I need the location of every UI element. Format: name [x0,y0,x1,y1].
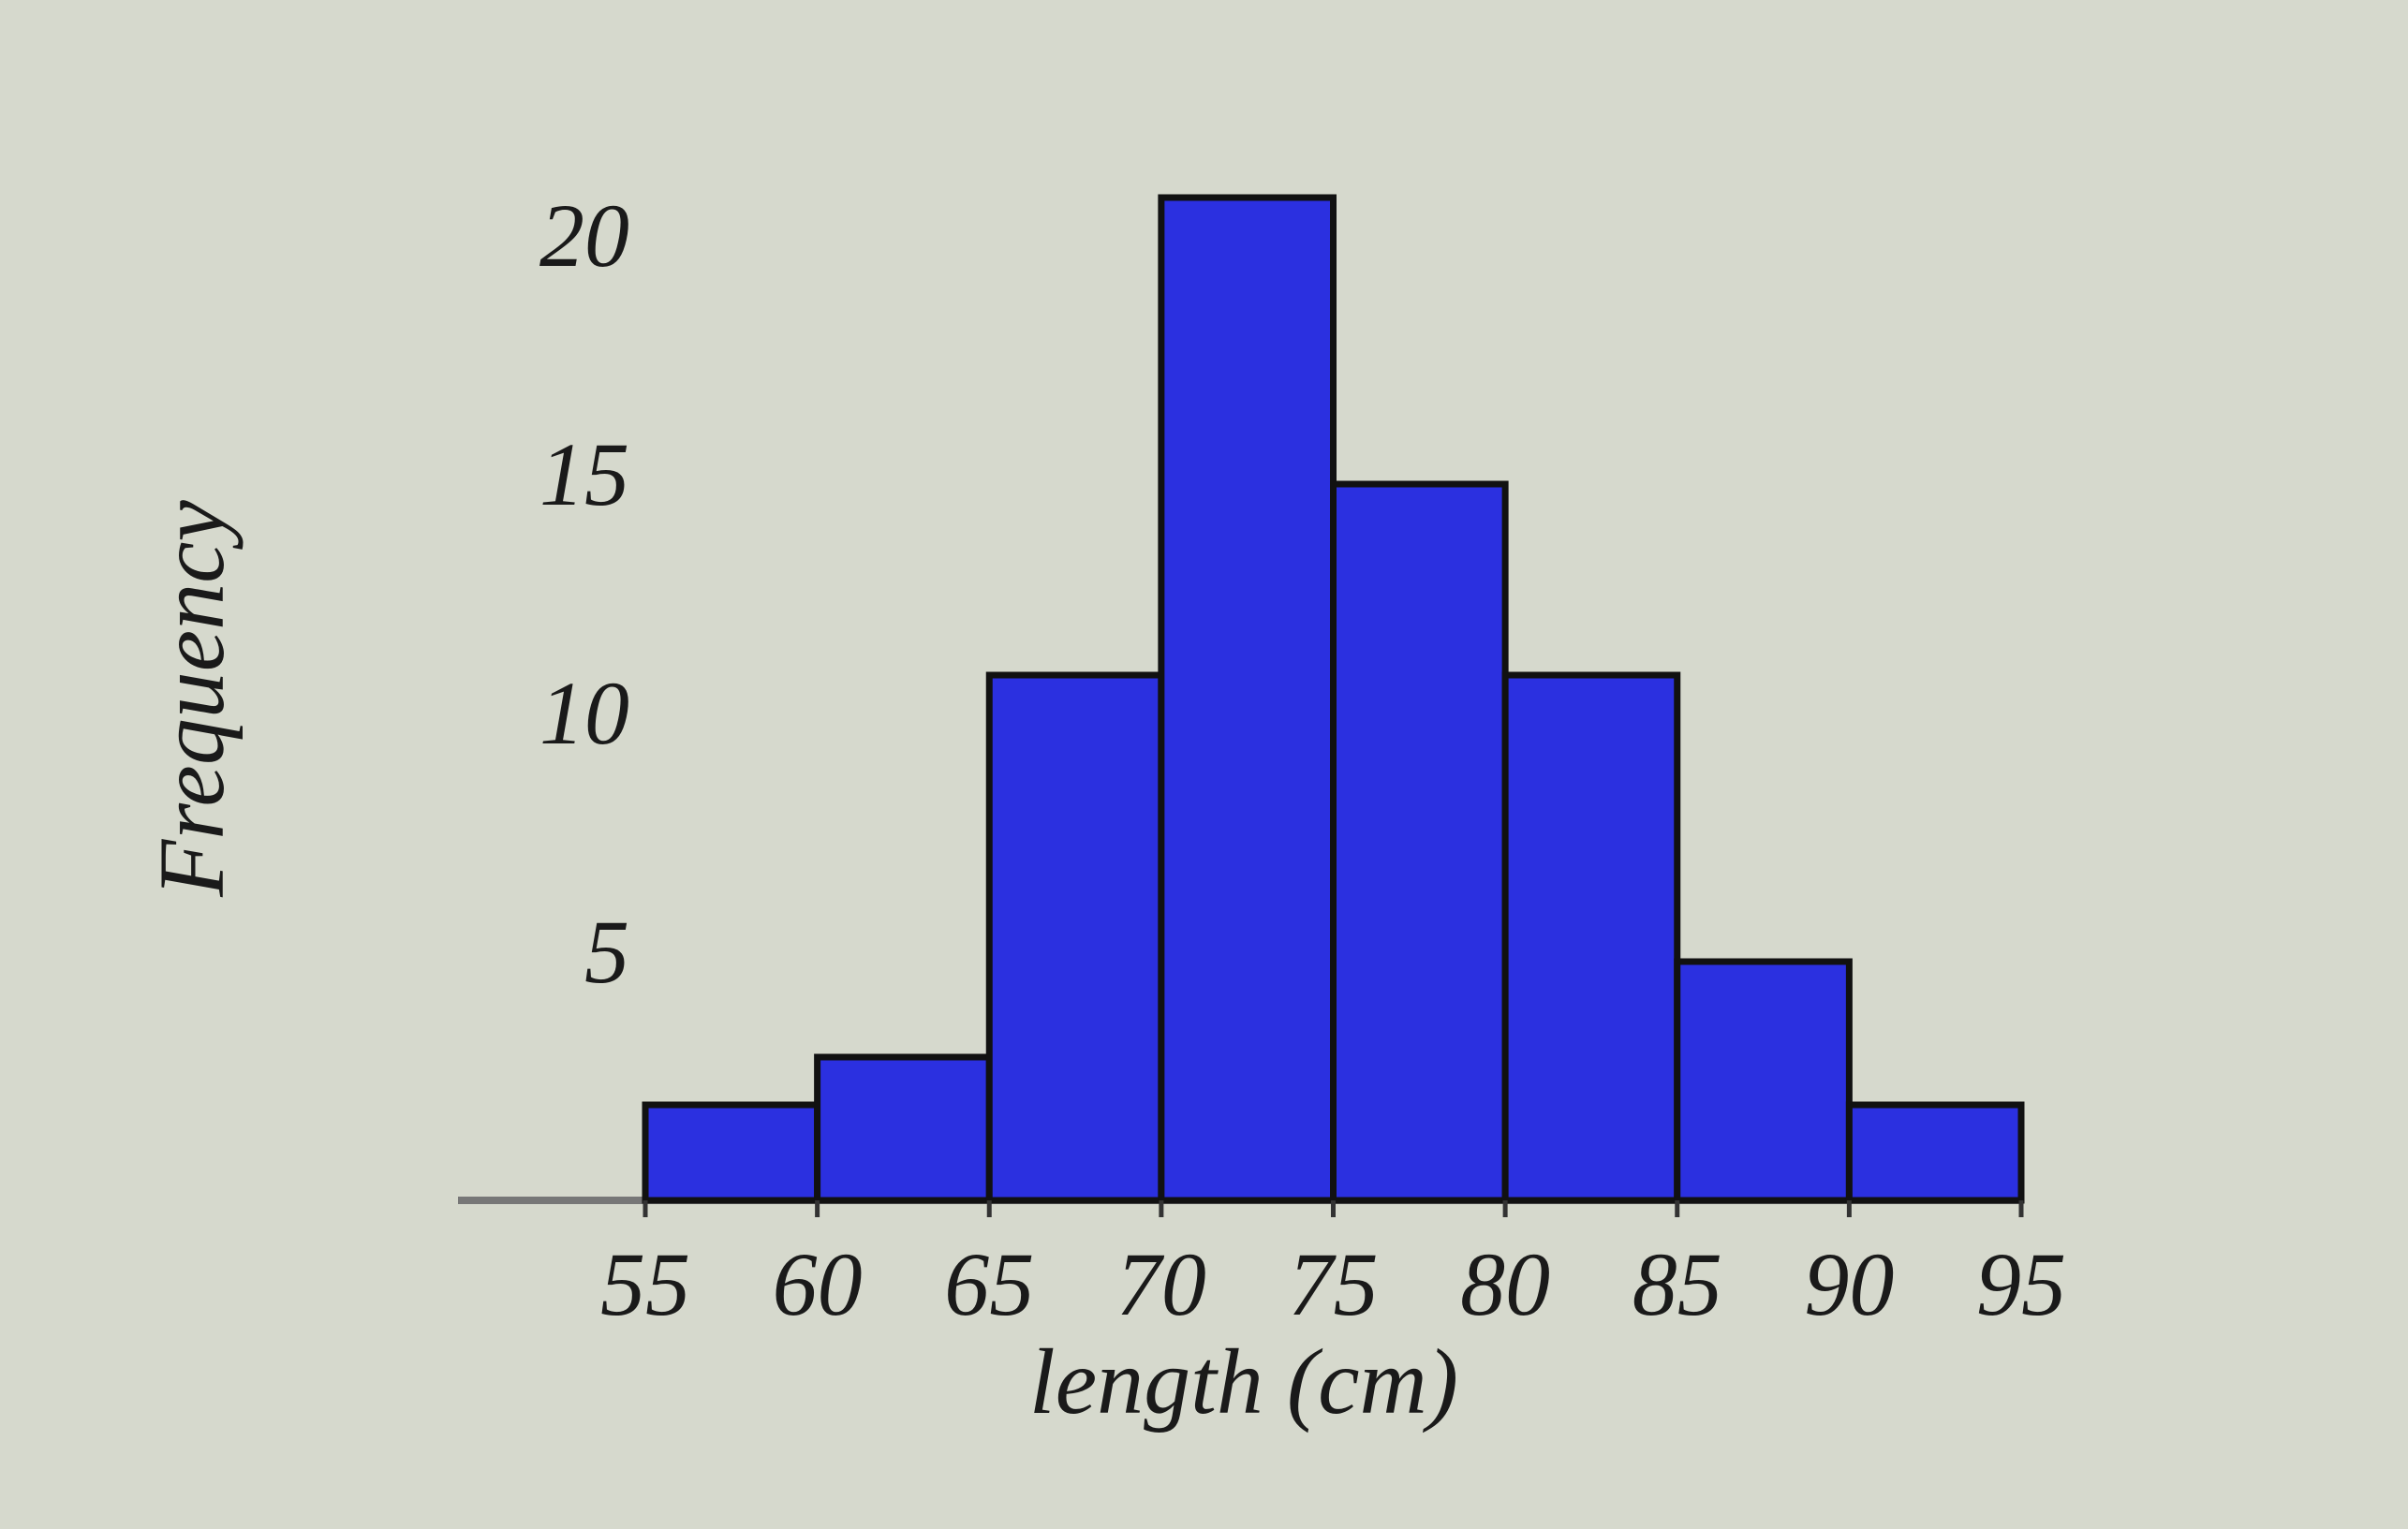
x-tick-label: 75 [1289,1234,1379,1334]
x-axis-title: length (cm) [1029,1330,1458,1433]
y-tick-label: 10 [539,663,629,763]
x-tick-label: 70 [1116,1234,1206,1334]
x-tick-label: 95 [1976,1234,2066,1334]
y-tick-label: 5 [584,902,629,1002]
x-tick-label: 85 [1632,1234,1722,1334]
bar [642,1101,821,1204]
bar [1674,958,1853,1204]
bar [1501,671,1681,1204]
bar [1158,194,1337,1204]
y-tick-label: 15 [539,424,629,524]
y-axis-title: Frequency [140,499,244,897]
bar [1845,1101,2025,1204]
x-tick-label: 80 [1460,1234,1550,1334]
bar [814,1053,993,1204]
x-tick-label: 90 [1804,1234,1894,1334]
bar [1330,480,1509,1204]
x-tick-label: 65 [944,1234,1034,1334]
x-tick-label: 60 [773,1234,863,1334]
x-tick-label: 55 [600,1234,690,1334]
bar [985,671,1165,1204]
y-tick-label: 20 [539,185,629,286]
